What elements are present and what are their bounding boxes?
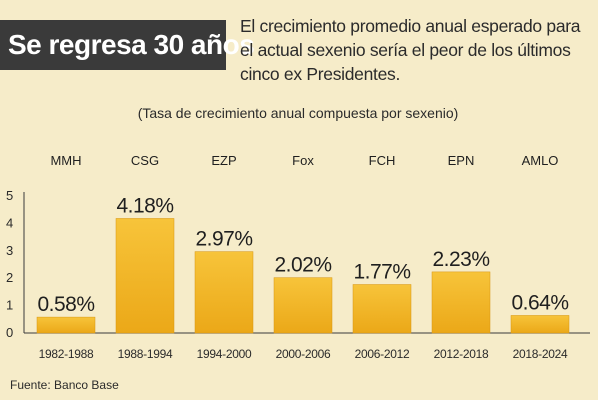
- value-label: 2.23%: [432, 248, 489, 271]
- x-tick-label: 1982-1988: [39, 347, 94, 361]
- value-label: 1.77%: [353, 261, 410, 284]
- president-label: EPN: [448, 153, 475, 168]
- value-label: 0.64%: [511, 291, 568, 314]
- bar: [194, 251, 254, 334]
- y-tick-label: 4: [6, 215, 13, 230]
- y-tick-label: 5: [6, 188, 13, 203]
- president-label: FCH: [369, 153, 396, 168]
- value-label: 0.58%: [37, 293, 94, 316]
- chart-subtitle: El crecimiento promedio anual esperado p…: [240, 16, 581, 84]
- bar: [510, 315, 570, 334]
- x-tick-label: 1988-1994: [118, 347, 173, 361]
- bar: [431, 271, 491, 334]
- header: Se regresa 30 años El crecimiento promed…: [0, 0, 598, 92]
- value-label: 2.97%: [195, 228, 252, 251]
- x-tick-label: 2006-2012: [355, 347, 410, 361]
- y-tick-label: 3: [6, 243, 13, 258]
- value-labels: 0.58% 4.18% 2.97% 2.02% 1.77% 2.23% 0.64%: [37, 194, 569, 316]
- president-label: AMLO: [522, 153, 559, 168]
- y-tick-label: 1: [6, 298, 13, 313]
- bars: [36, 218, 570, 334]
- y-tick-label: 0: [6, 325, 13, 340]
- source-note: Fuente: Banco Base: [10, 378, 119, 392]
- president-label: CSG: [131, 153, 159, 168]
- chart-caption: (Tasa de crecimiento anual compuesta por…: [138, 105, 459, 121]
- value-label: 4.18%: [116, 194, 173, 217]
- x-tick-label: 1994-2000: [197, 347, 252, 361]
- president-label: Fox: [292, 153, 314, 168]
- chart-title: Se regresa 30 años: [8, 29, 255, 60]
- x-axis: 1982-1988 1988-1994 1994-2000 2000-2006 2006…: [39, 347, 569, 361]
- title-box: Se regresa 30 años: [0, 20, 255, 70]
- bar: [36, 316, 96, 334]
- bar-chart: (Tasa de crecimiento anual compuesta por…: [6, 105, 590, 392]
- x-tick-label: 2000-2006: [276, 347, 331, 361]
- president-label: EZP: [211, 153, 236, 168]
- x-tick-label: 2012-2018: [434, 347, 489, 361]
- value-label: 2.02%: [274, 254, 331, 277]
- bar: [352, 284, 412, 334]
- x-tick-label: 2018-2024: [513, 347, 568, 361]
- president-labels: MMH CSG EZP Fox FCH EPN AMLO: [50, 153, 558, 168]
- y-tick-label: 2: [6, 270, 13, 285]
- bar: [273, 277, 333, 334]
- bar: [115, 218, 175, 334]
- president-label: MMH: [50, 153, 81, 168]
